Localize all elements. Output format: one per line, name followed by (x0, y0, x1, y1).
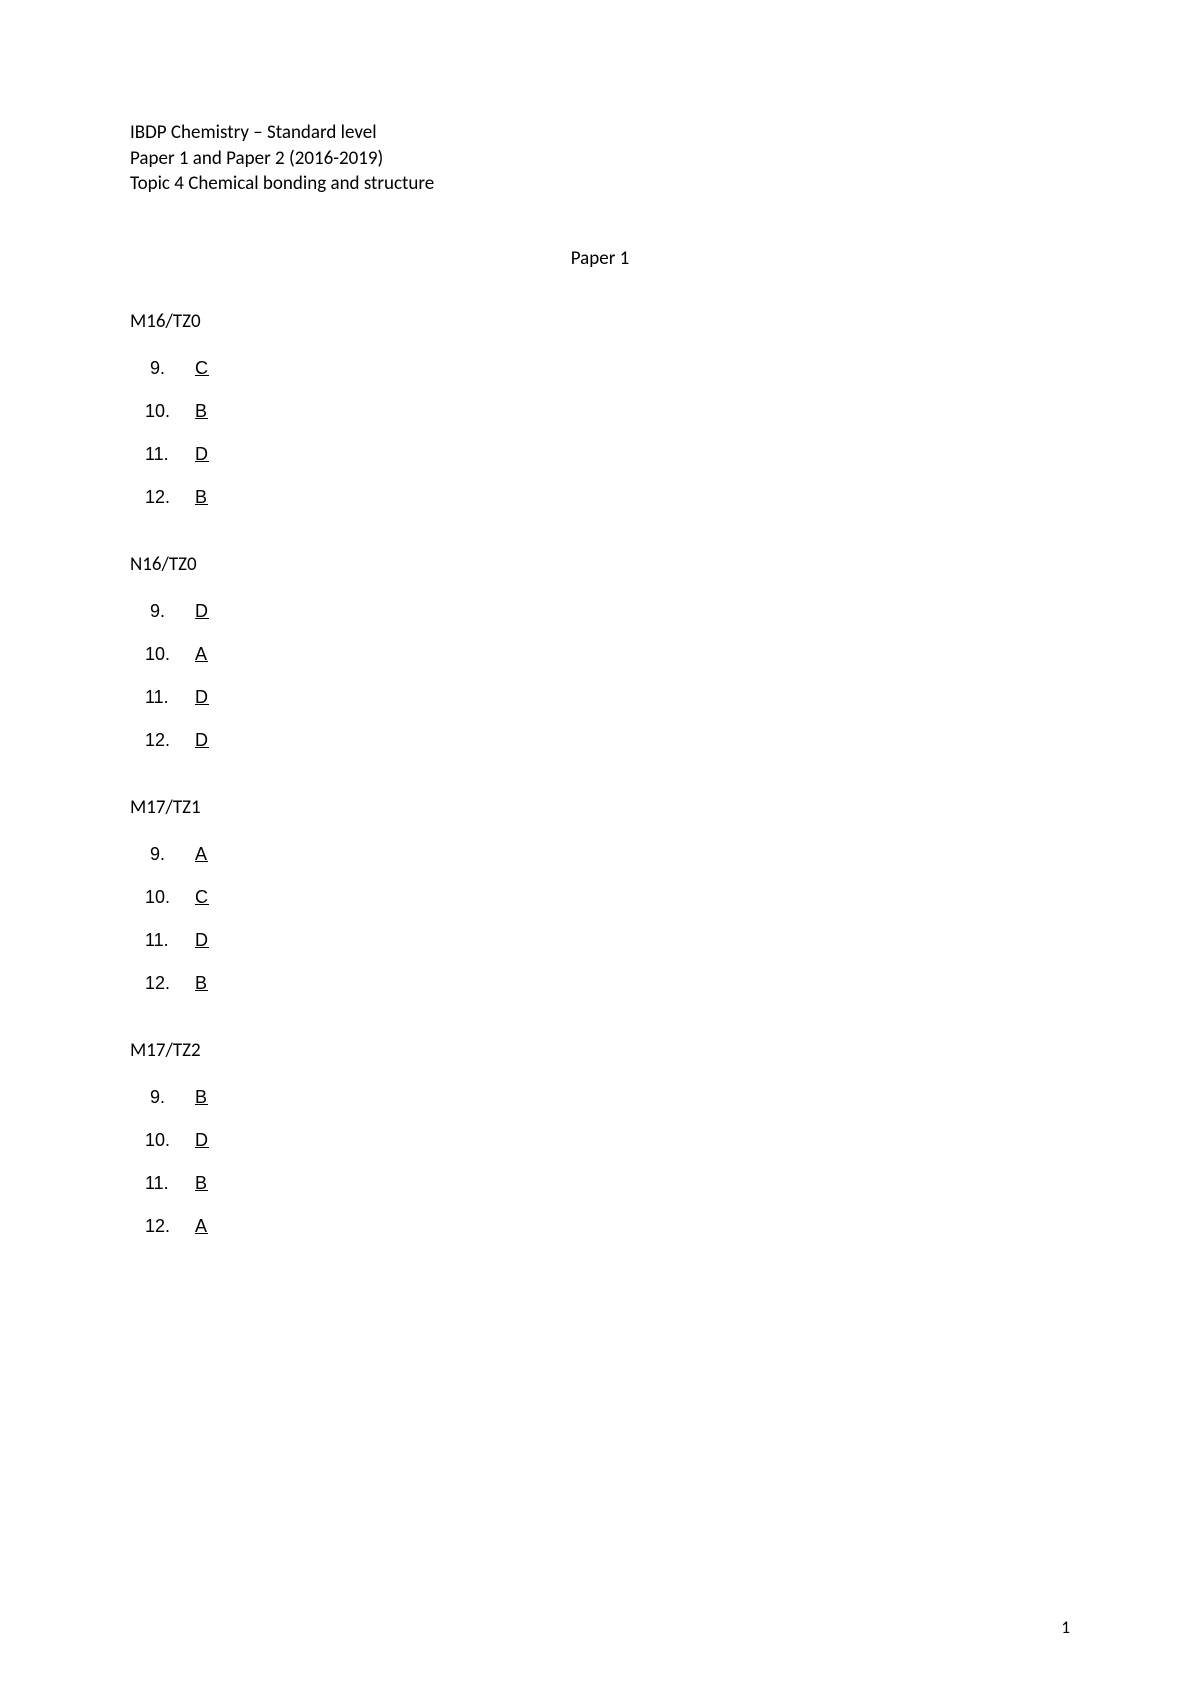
answer-val: D (195, 444, 209, 465)
answer-num: 10. (145, 401, 195, 422)
answer-row: 12. B (145, 487, 1070, 508)
section-title: N16/TZ0 (130, 553, 1070, 576)
section-title: M17/TZ2 (130, 1039, 1070, 1062)
answer-num: 9. (145, 844, 195, 865)
answer-num: 12. (145, 487, 195, 508)
answer-val: D (195, 601, 209, 622)
answer-row: 9. A (145, 844, 1070, 865)
answer-num: 10. (145, 887, 195, 908)
answer-row: 11. D (145, 687, 1070, 708)
answer-val: B (195, 973, 208, 994)
answer-row: 12. A (145, 1216, 1070, 1237)
answer-val: C (195, 887, 209, 908)
answer-num: 12. (145, 730, 195, 751)
answer-val: A (195, 644, 208, 665)
answer-row: 11. D (145, 930, 1070, 951)
answer-val: D (195, 930, 209, 951)
answer-val: B (195, 401, 208, 422)
answer-val: A (195, 844, 208, 865)
answer-num: 11. (145, 687, 195, 708)
answer-row: 10. A (145, 644, 1070, 665)
answer-num: 11. (145, 444, 195, 465)
section-m17-tz2: M17/TZ2 9. B 10. D 11. B 12. A (130, 1039, 1070, 1237)
section-title: M16/TZ0 (130, 310, 1070, 333)
document-header: IBDP Chemistry – Standard level Paper 1 … (130, 120, 1070, 197)
answer-num: 12. (145, 1216, 195, 1237)
answer-num: 9. (145, 1087, 195, 1108)
answer-row: 10. D (145, 1130, 1070, 1151)
answer-row: 10. B (145, 401, 1070, 422)
header-line-1: IBDP Chemistry – Standard level (130, 120, 1070, 146)
answer-num: 12. (145, 973, 195, 994)
answer-val: B (195, 1173, 208, 1194)
answer-num: 9. (145, 358, 195, 379)
answer-row: 9. B (145, 1087, 1070, 1108)
answer-row: 12. D (145, 730, 1070, 751)
paper-title: Paper 1 (130, 247, 1070, 270)
section-m16-tz0: M16/TZ0 9. C 10. B 11. D 12. B (130, 310, 1070, 508)
page-number: 1 (1061, 1617, 1070, 1638)
answer-val: A (195, 1216, 208, 1237)
section-title: M17/TZ1 (130, 796, 1070, 819)
answer-val: B (195, 1087, 208, 1108)
answer-val: C (195, 358, 209, 379)
answer-num: 9. (145, 601, 195, 622)
answer-row: 9. C (145, 358, 1070, 379)
answer-num: 10. (145, 1130, 195, 1151)
answer-val: D (195, 687, 209, 708)
answer-row: 12. B (145, 973, 1070, 994)
answer-val: D (195, 1130, 209, 1151)
section-m17-tz1: M17/TZ1 9. A 10. C 11. D 12. B (130, 796, 1070, 994)
answer-val: D (195, 730, 209, 751)
header-line-2: Paper 1 and Paper 2 (2016-2019) (130, 146, 1070, 172)
section-n16-tz0: N16/TZ0 9. D 10. A 11. D 12. D (130, 553, 1070, 751)
answer-num: 11. (145, 930, 195, 951)
answer-row: 9. D (145, 601, 1070, 622)
answer-row: 11. D (145, 444, 1070, 465)
header-line-3: Topic 4 Chemical bonding and structure (130, 171, 1070, 197)
answer-row: 11. B (145, 1173, 1070, 1194)
answer-num: 10. (145, 644, 195, 665)
answer-row: 10. C (145, 887, 1070, 908)
answer-num: 11. (145, 1173, 195, 1194)
answer-val: B (195, 487, 208, 508)
